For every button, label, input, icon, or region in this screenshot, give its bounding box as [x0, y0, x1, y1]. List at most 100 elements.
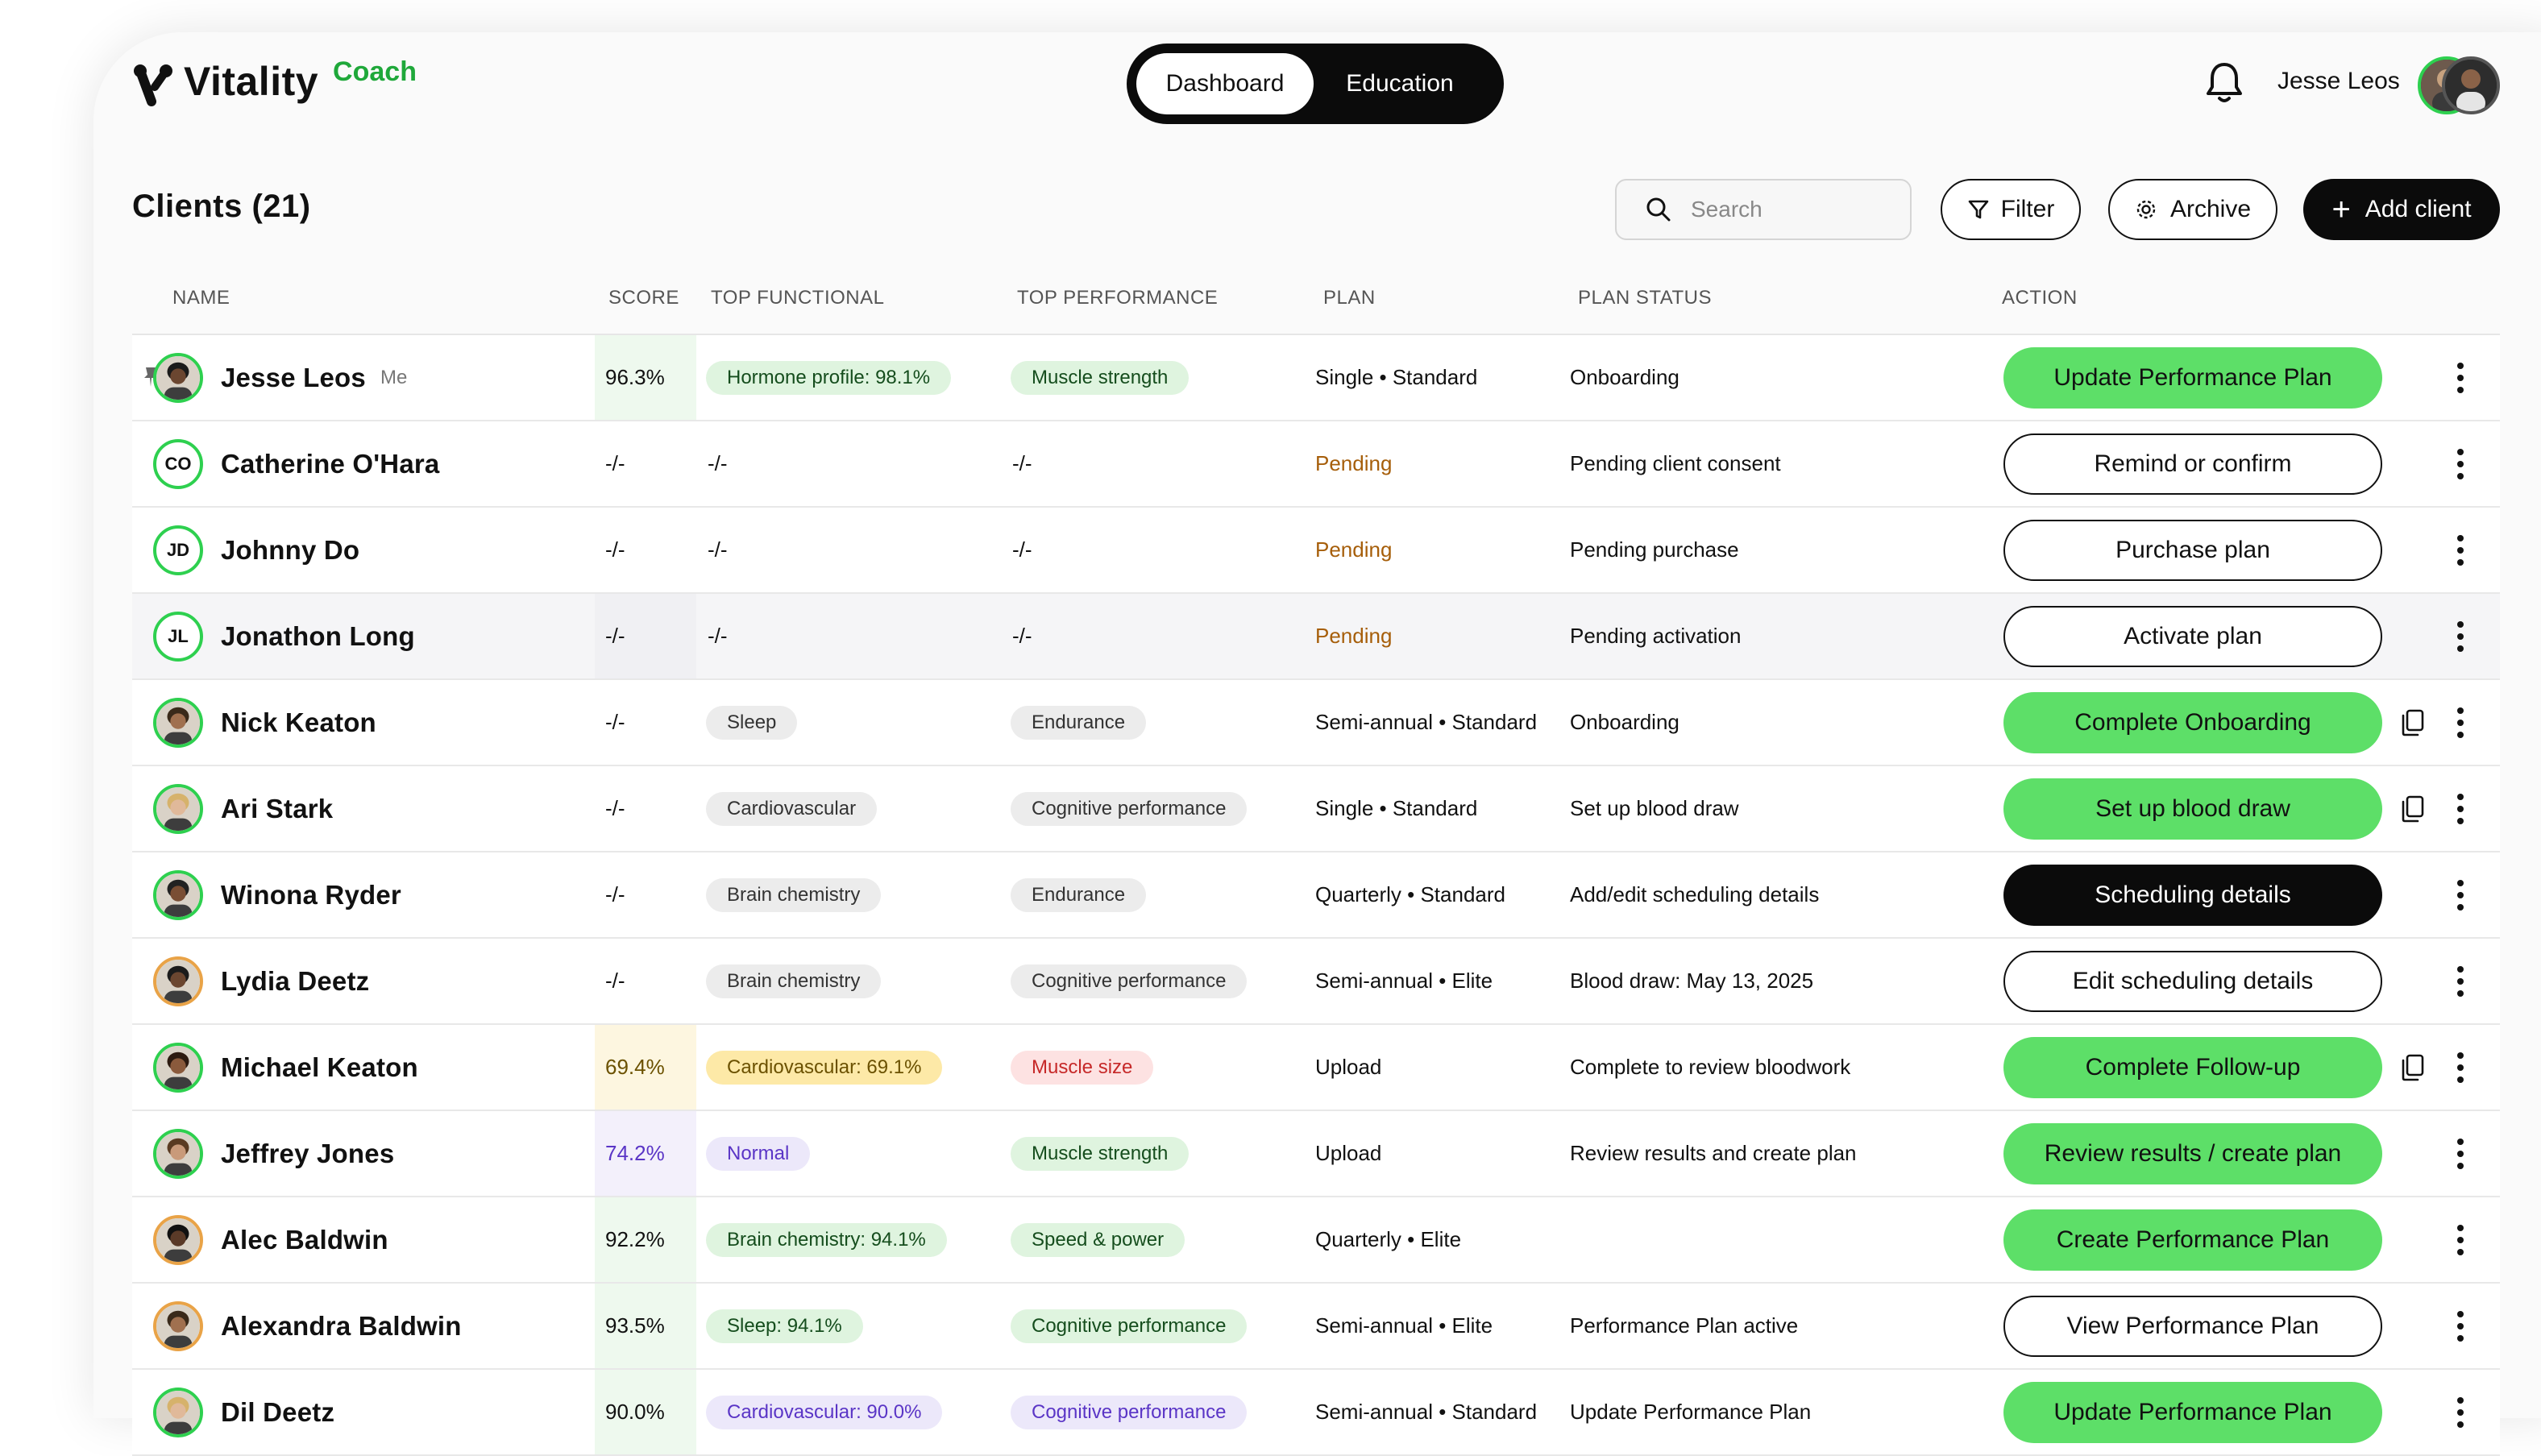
copy-icon[interactable]: [2400, 795, 2424, 823]
col-header-top-functional[interactable]: TOP FUNCTIONAL: [711, 287, 885, 309]
row-action-button[interactable]: Purchase plan: [2003, 519, 2382, 581]
copy-icon[interactable]: [2400, 1054, 2424, 1081]
add-client-button[interactable]: + Add client: [2303, 179, 2500, 240]
name-cell[interactable]: Dil Deetz: [153, 1370, 334, 1454]
more-options-icon[interactable]: [2456, 1135, 2464, 1172]
table-row[interactable]: JD Johnny Do -/- -/- -/- Pending Pending pur…: [132, 508, 2500, 594]
row-action-button[interactable]: Update Performance Plan: [2003, 346, 2382, 409]
archive-button[interactable]: Archive: [2108, 179, 2277, 240]
name-cell[interactable]: Winona Ryder: [153, 852, 401, 937]
name-cell[interactable]: Nick Keaton: [153, 680, 376, 765]
more-options-icon[interactable]: [2456, 1308, 2464, 1345]
top-performance-cell: -/-: [1012, 624, 1032, 648]
more-options-icon[interactable]: [2456, 877, 2464, 914]
table-row[interactable]: Jeffrey Jones 74.2% Normal Muscle strength…: [132, 1111, 2500, 1197]
more-options-icon[interactable]: [2456, 1394, 2464, 1431]
row-action-button[interactable]: Review results / create plan: [2003, 1122, 2382, 1184]
score-highlight: [595, 594, 696, 678]
row-action-button[interactable]: Update Performance Plan: [2003, 1381, 2382, 1443]
search-input[interactable]: [1689, 196, 1902, 223]
me-tag: Me: [380, 366, 408, 388]
row-action-button[interactable]: Create Performance Plan: [2003, 1209, 2382, 1271]
score-highlight: [595, 1284, 696, 1368]
client-name[interactable]: Johnny Do: [221, 534, 360, 565]
brand-name: Vitality: [184, 59, 319, 104]
more-options-icon[interactable]: [2456, 1049, 2464, 1086]
table-row[interactable]: Alexandra Baldwin 93.5% Sleep: 94.1% Cogni…: [132, 1284, 2500, 1370]
table-row[interactable]: Winona Ryder -/- Brain chemistry Endurance…: [132, 852, 2500, 939]
client-name[interactable]: Catherine O'Hara: [221, 448, 440, 479]
search-box[interactable]: [1615, 179, 1912, 240]
plan-status-cell: Performance Plan active: [1570, 1313, 1799, 1338]
name-cell[interactable]: Ari Stark: [153, 766, 333, 851]
client-name[interactable]: Nick Keaton: [221, 707, 376, 737]
table-row[interactable]: Jesse Leos Me 96.3% Hormone profile: 98.1%…: [132, 335, 2500, 421]
more-options-icon[interactable]: [2456, 618, 2464, 655]
client-name[interactable]: Dil Deetz: [221, 1396, 335, 1427]
client-name[interactable]: Alec Baldwin: [221, 1224, 388, 1255]
top-performance-cell: Speed & power: [1011, 1197, 1185, 1282]
more-options-icon[interactable]: [2456, 359, 2464, 396]
col-header-top-performance[interactable]: TOP PERFORMANCE: [1017, 287, 1219, 309]
name-cell[interactable]: Jesse Leos Me: [153, 335, 407, 420]
more-options-icon[interactable]: [2456, 1222, 2464, 1259]
client-name[interactable]: Jeffrey Jones: [221, 1138, 395, 1168]
row-action-button[interactable]: Edit scheduling details: [2003, 950, 2382, 1012]
row-action-button[interactable]: Remind or confirm: [2003, 433, 2382, 495]
col-header-score[interactable]: SCORE: [608, 287, 679, 309]
row-action-button[interactable]: Activate plan: [2003, 605, 2382, 667]
more-options-icon[interactable]: [2456, 446, 2464, 483]
client-name[interactable]: Michael Keaton: [221, 1052, 418, 1082]
table-row[interactable]: Nick Keaton -/- Sleep Endurance Semi-annual…: [132, 680, 2500, 766]
table-row[interactable]: CO Catherine O'Hara -/- -/- -/- Pending Pend…: [132, 421, 2500, 508]
table-row[interactable]: JL Jonathon Long -/- -/- -/- Pending Pending…: [132, 594, 2500, 680]
user-avatar-secondary[interactable]: [2442, 56, 2500, 114]
tab-dashboard[interactable]: Dashboard: [1136, 53, 1314, 114]
row-action-button[interactable]: Complete Onboarding: [2003, 691, 2382, 753]
client-name[interactable]: Winona Ryder: [221, 879, 401, 910]
table-row[interactable]: Alec Baldwin 92.2% Brain chemistry: 94.1%…: [132, 1197, 2500, 1284]
client-name[interactable]: Jesse Leos: [221, 362, 366, 392]
client-name[interactable]: Jonathon Long: [221, 620, 415, 651]
name-cell[interactable]: CO Catherine O'Hara: [153, 421, 439, 506]
avatar: [153, 1214, 203, 1265]
header-user-name[interactable]: Jesse Leos: [2277, 68, 2400, 94]
top-functional-chip: Cardiovascular: [706, 791, 878, 826]
table-row[interactable]: Lydia Deetz -/- Brain chemistry Cognitive …: [132, 939, 2500, 1025]
app-logo[interactable]: Vitality Coach: [132, 56, 417, 108]
plan-cell: Quarterly • Elite: [1315, 1227, 1462, 1251]
plan-cell: Single • Standard: [1315, 365, 1478, 389]
table-row[interactable]: Dil Deetz 90.0% Cardiovascular: 90.0% Cogn…: [132, 1370, 2500, 1456]
col-header-plan-status[interactable]: PLAN STATUS: [1578, 287, 1712, 309]
row-action-button[interactable]: Set up blood draw: [2003, 778, 2382, 840]
name-cell[interactable]: Michael Keaton: [153, 1025, 418, 1110]
client-name[interactable]: Ari Stark: [221, 793, 334, 823]
name-cell[interactable]: JL Jonathon Long: [153, 594, 415, 678]
row-action-button[interactable]: Scheduling details: [2003, 864, 2382, 926]
plan-status-cell: Add/edit scheduling details: [1570, 882, 1820, 906]
col-header-action[interactable]: ACTION: [2002, 287, 2078, 309]
row-action-button[interactable]: View Performance Plan: [2003, 1295, 2382, 1357]
name-cell[interactable]: Alexandra Baldwin: [153, 1284, 462, 1368]
name-cell[interactable]: JD Johnny Do: [153, 508, 359, 592]
tab-education[interactable]: Education: [1346, 70, 1454, 97]
name-cell[interactable]: Lydia Deetz: [153, 939, 369, 1023]
name-cell[interactable]: Jeffrey Jones: [153, 1111, 394, 1196]
name-cell[interactable]: Alec Baldwin: [153, 1197, 388, 1282]
notification-bell-icon[interactable]: [2203, 60, 2245, 105]
filter-button[interactable]: Filter: [1941, 179, 2081, 240]
more-options-icon[interactable]: [2456, 790, 2464, 828]
row-action-button[interactable]: Complete Follow-up: [2003, 1036, 2382, 1098]
copy-icon[interactable]: [2400, 709, 2424, 736]
col-header-plan[interactable]: PLAN: [1323, 287, 1376, 309]
table-row[interactable]: Michael Keaton 69.4% Cardiovascular: 69.1…: [132, 1025, 2500, 1111]
col-header-name[interactable]: NAME: [172, 287, 230, 309]
plan-cell: Upload: [1315, 1055, 1382, 1079]
table-row[interactable]: Ari Stark -/- Cardiovascular Cognitive per…: [132, 766, 2500, 852]
action-cell: Update Performance Plan: [2003, 1370, 2382, 1454]
more-options-icon[interactable]: [2456, 704, 2464, 741]
more-options-icon[interactable]: [2456, 963, 2464, 1000]
more-options-icon[interactable]: [2456, 532, 2464, 569]
client-name[interactable]: Alexandra Baldwin: [221, 1310, 462, 1341]
client-name[interactable]: Lydia Deetz: [221, 965, 370, 996]
